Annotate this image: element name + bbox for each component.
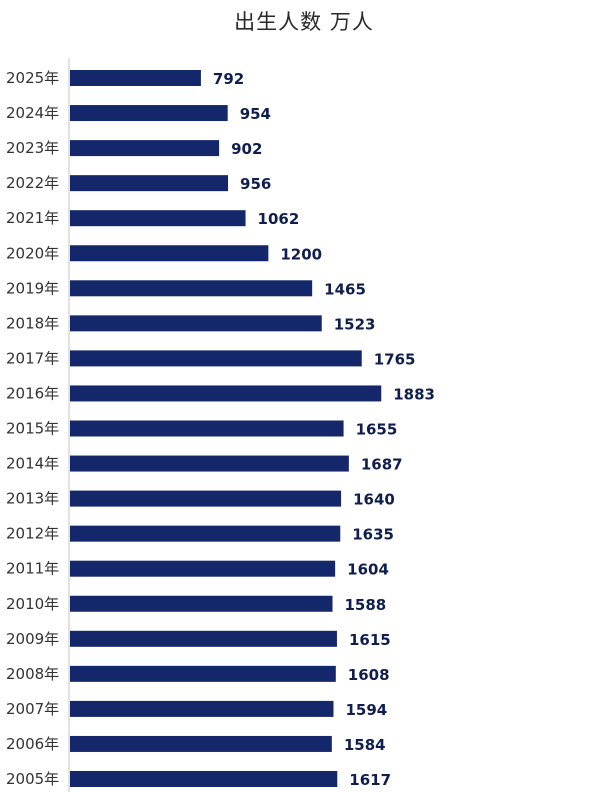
bar	[70, 245, 269, 262]
category-label: 2022年	[6, 174, 59, 192]
category-label: 2015年	[6, 420, 59, 438]
category-label: 2011年	[6, 560, 59, 578]
category-label: 2017年	[6, 349, 59, 367]
category-label: 2024年	[6, 104, 59, 122]
bar	[70, 595, 333, 612]
data-label: 1608	[348, 666, 390, 684]
data-label: 1615	[349, 631, 391, 649]
data-label: 1635	[352, 526, 394, 544]
bar	[70, 490, 342, 507]
data-label: 902	[231, 140, 262, 158]
category-label: 2006年	[6, 735, 59, 753]
bar	[70, 315, 322, 332]
data-label: 792	[213, 70, 244, 88]
category-label: 2005年	[6, 770, 59, 788]
bar	[70, 140, 220, 157]
data-label: 954	[240, 105, 271, 123]
category-label: 2008年	[6, 665, 59, 683]
bar	[70, 525, 341, 542]
bar	[70, 350, 362, 367]
bar	[70, 665, 336, 682]
data-label: 1588	[344, 596, 386, 614]
data-label: 1604	[347, 561, 389, 579]
data-label: 1687	[361, 456, 403, 474]
bar	[70, 385, 382, 402]
data-label: 1655	[356, 421, 398, 439]
data-label: 1584	[344, 736, 386, 754]
bar	[70, 455, 349, 472]
bar	[70, 560, 336, 577]
category-label: 2019年	[6, 279, 59, 297]
category-label: 2025年	[6, 69, 59, 87]
bar	[70, 700, 334, 717]
data-label: 1617	[349, 771, 391, 789]
category-label: 2016年	[6, 384, 59, 402]
data-label: 1765	[374, 350, 416, 368]
data-label: 1465	[324, 280, 366, 298]
category-label: 2021年	[6, 209, 59, 227]
bar	[70, 420, 344, 437]
data-label: 1640	[353, 491, 395, 509]
bar	[70, 70, 201, 86]
category-label: 2018年	[6, 314, 59, 332]
chart-title: 出生人数 万人	[234, 10, 374, 34]
category-label: 2023年	[6, 139, 59, 157]
bar	[70, 771, 338, 787]
bar	[70, 630, 337, 647]
data-label: 1594	[345, 701, 387, 719]
category-label: 2012年	[6, 525, 59, 543]
category-label: 2020年	[6, 244, 59, 262]
category-label: 2014年	[6, 455, 59, 473]
bar	[70, 105, 228, 122]
data-label: 956	[240, 175, 271, 193]
category-label: 2013年	[6, 490, 59, 508]
bar	[70, 210, 246, 227]
category-label: 2007年	[6, 700, 59, 718]
bar	[70, 280, 313, 297]
bar	[70, 735, 332, 752]
data-label: 1200	[280, 245, 322, 263]
bar	[70, 175, 229, 192]
data-label: 1883	[393, 385, 435, 403]
category-label: 2009年	[6, 630, 59, 648]
data-label: 1062	[258, 210, 300, 228]
category-label: 2010年	[6, 595, 59, 613]
data-label: 1523	[334, 315, 376, 333]
